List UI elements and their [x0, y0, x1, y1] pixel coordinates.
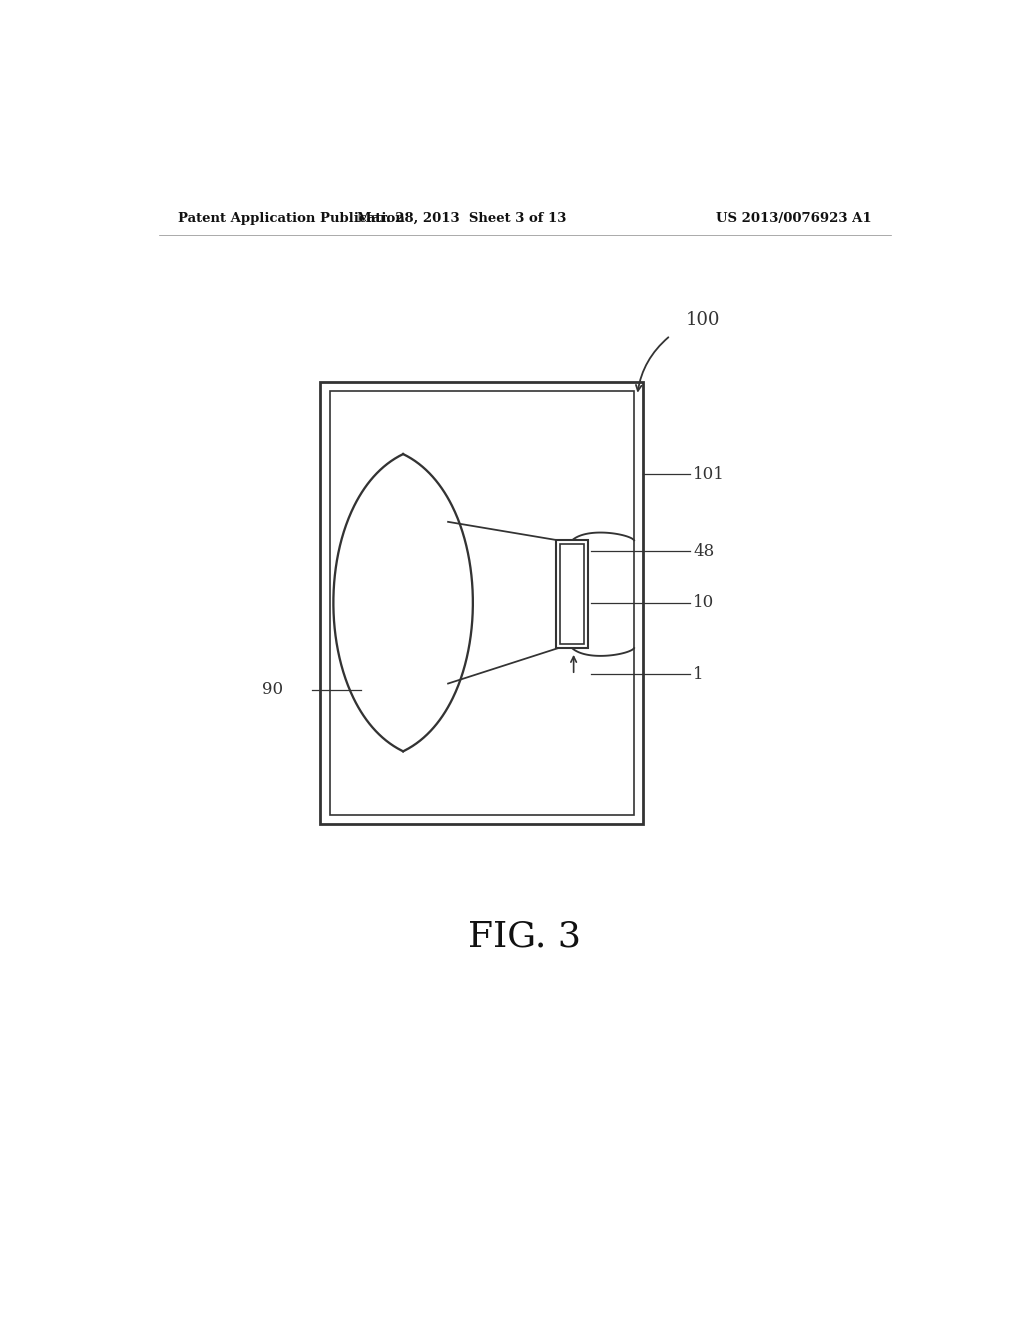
Text: FIG. 3: FIG. 3: [468, 919, 582, 953]
Bar: [556, 540, 589, 648]
Bar: [560, 544, 585, 644]
Text: 101: 101: [693, 466, 725, 483]
Text: Mar. 28, 2013  Sheet 3 of 13: Mar. 28, 2013 Sheet 3 of 13: [356, 213, 566, 224]
Text: 48: 48: [693, 543, 714, 560]
Text: US 2013/0076923 A1: US 2013/0076923 A1: [717, 213, 872, 224]
Bar: [321, 381, 643, 825]
Text: Patent Application Publication: Patent Application Publication: [178, 213, 406, 224]
Text: 10: 10: [693, 594, 714, 611]
Text: 100: 100: [686, 312, 721, 329]
Text: 1: 1: [693, 665, 703, 682]
Text: 90: 90: [262, 681, 284, 698]
Bar: [330, 391, 634, 816]
